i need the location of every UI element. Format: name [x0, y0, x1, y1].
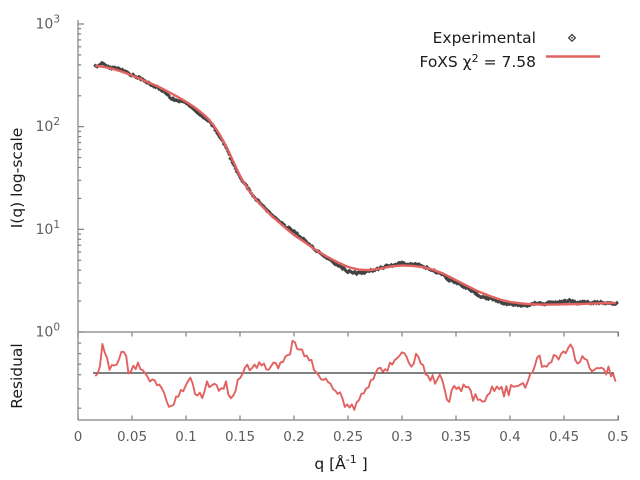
x-axis-label-sup: -1: [345, 452, 357, 466]
x-tick-label: 0.25: [333, 429, 363, 445]
residual-line: [94, 339, 617, 411]
x-tick-label: 0.35: [441, 429, 471, 445]
legend-entry-fit: FoXS χ2 = 7.58: [419, 48, 536, 72]
x-tick-label: 0.45: [549, 429, 579, 445]
x-axis-label-suffix: ]: [356, 455, 368, 474]
legend: Experimental FoXS χ2 = 7.58: [419, 29, 536, 72]
x-tick-label: 0.05: [117, 429, 147, 445]
experimental-points: [93, 60, 619, 309]
legend-fit-label-prefix: FoXS χ: [419, 53, 472, 72]
legend-entry-experimental: Experimental: [419, 29, 536, 48]
y-tick-label: 103: [35, 14, 60, 33]
x-tick-label: 0.4: [499, 429, 520, 445]
legend-fit-label-suffix: = 7.58: [478, 53, 536, 72]
fit-line: [95, 64, 616, 306]
y-tick-label: 101: [35, 219, 60, 238]
y-axis-label-main: I(q) log-scale: [8, 127, 26, 229]
x-tick-label: 0.1: [175, 429, 196, 445]
legend-experimental-label: Experimental: [432, 29, 536, 47]
x-tick-label: 0.3: [391, 429, 412, 445]
x-tick-label: 0.2: [283, 429, 304, 445]
y-tick-label: 100: [35, 322, 60, 341]
x-axis-label-prefix: q [Å: [314, 455, 346, 474]
legend-fit-label-sup: 2: [471, 52, 479, 65]
y-axis-label-residual: Residual: [8, 343, 26, 409]
x-axis-label: q [Å-1 ]: [314, 453, 367, 473]
x-tick-label: 0.15: [225, 429, 255, 445]
x-tick-label: 0.5: [607, 429, 628, 445]
y-tick-label: 102: [35, 116, 60, 135]
x-tick-label: 0: [74, 429, 83, 445]
legend-experimental-marker: [567, 33, 577, 43]
